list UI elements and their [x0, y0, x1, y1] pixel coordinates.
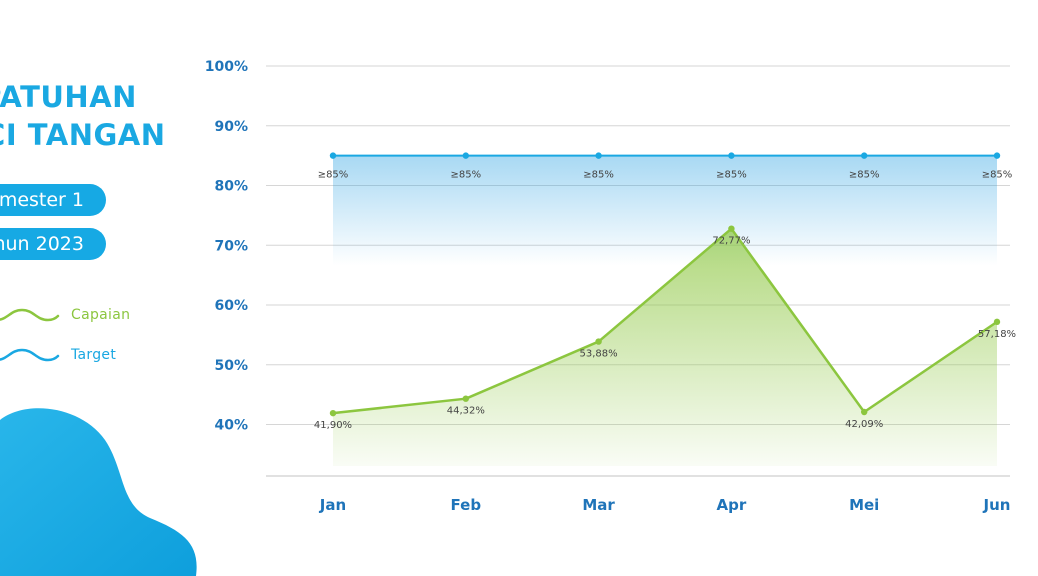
target-area	[333, 155, 997, 266]
target-data-label: ≥85%	[849, 170, 880, 181]
wave-line-icon	[0, 308, 60, 322]
target-point	[462, 152, 469, 159]
wave-line-icon	[0, 348, 60, 362]
y-tick-label: 80%	[214, 179, 248, 195]
target-data-label: ≥85%	[982, 170, 1013, 181]
capaian-point	[861, 408, 868, 416]
capaian-point	[595, 338, 602, 345]
y-tick-label: 50%	[214, 358, 248, 374]
x-tick-label: Mei	[849, 496, 879, 514]
y-tick-label: 90%	[214, 119, 248, 135]
target-point	[329, 152, 337, 159]
capaian-point	[462, 395, 469, 402]
semester-badge-label: mester 1	[0, 189, 84, 211]
semester-badge: mester 1	[0, 184, 106, 216]
capaian-data-label: 72,77%	[712, 236, 750, 247]
x-tick-label: Mar	[582, 496, 615, 514]
capaian-data-label: 41,90%	[314, 420, 352, 431]
target-point	[861, 152, 868, 159]
target-point	[728, 152, 735, 159]
capaian-point	[329, 409, 337, 417]
y-tick-label: 40%	[214, 418, 248, 434]
x-tick-label: Feb	[451, 496, 482, 514]
capaian-data-label: 42,09%	[845, 419, 883, 430]
target-data-label: ≥85%	[318, 170, 349, 181]
capaian-line	[332, 227, 998, 415]
y-tick-label: 70%	[214, 238, 248, 254]
legend-label-capaian: Capaian	[71, 307, 131, 323]
x-tick-label: Jan	[319, 496, 346, 514]
title-line-1: EPATUHAN	[0, 80, 137, 114]
legend-label-target: Target	[71, 347, 117, 363]
x-tick-label: Apr	[717, 496, 747, 514]
capaian-data-label: 53,88%	[580, 349, 618, 360]
title-line-2: UCI TANGAN	[0, 118, 166, 152]
y-tick-label: 60%	[214, 298, 248, 314]
x-tick-label: Jun	[983, 496, 1011, 514]
page-title: EPATUHAN UCI TANGAN	[0, 78, 165, 154]
capaian-point	[993, 318, 1001, 326]
capaian-area	[333, 228, 997, 466]
capaian-point	[728, 225, 735, 232]
capaian-data-label: 44,32%	[447, 406, 485, 417]
decorative-blob	[0, 408, 197, 576]
target-data-label: ≥85%	[450, 170, 481, 181]
year-badge: hun 2023	[0, 228, 106, 260]
year-badge-label: hun 2023	[0, 233, 84, 255]
target-data-label: ≥85%	[716, 170, 747, 181]
capaian-data-label: 57,18%	[978, 329, 1016, 340]
y-tick-label: 100%	[205, 59, 248, 75]
target-data-label: ≥85%	[583, 170, 614, 181]
target-point	[595, 152, 602, 159]
target-point	[993, 152, 1001, 159]
